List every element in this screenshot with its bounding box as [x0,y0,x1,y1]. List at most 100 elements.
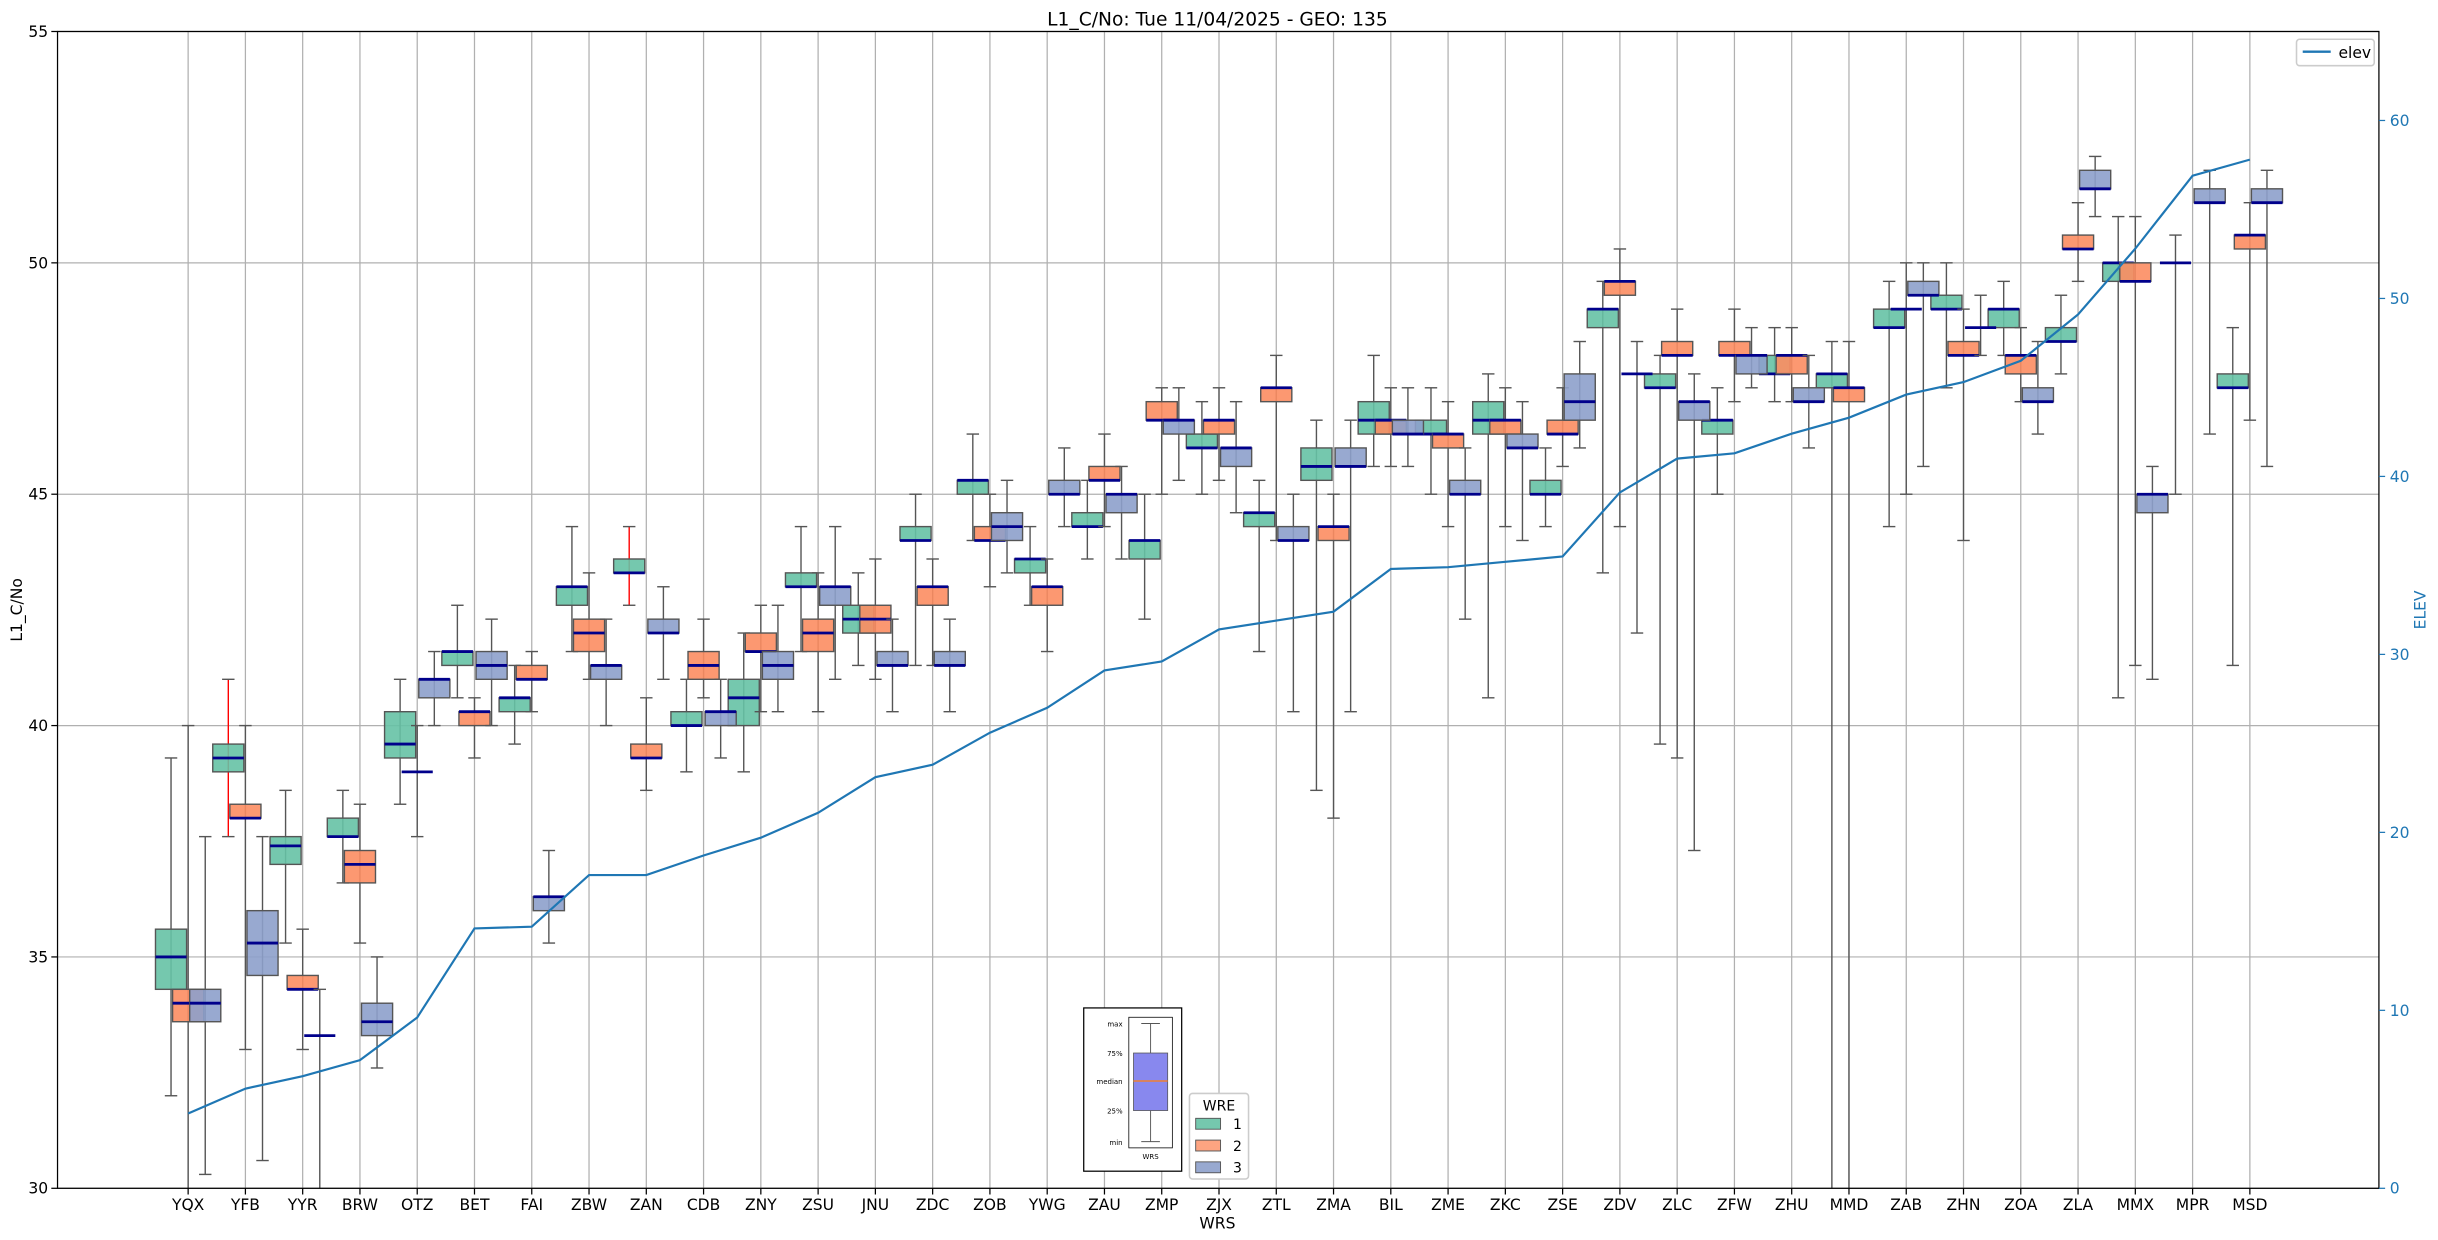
box-iqr [2136,493,2169,514]
box-iqr [933,650,967,667]
box-iqr [1907,280,1940,296]
wre-legend: WRE 1 2 3 [1188,1092,1250,1180]
x-tick-label-yyr: YYR [287,1196,318,1214]
legend-title: WRE [1203,1099,1235,1115]
box-iqr [1448,479,1482,495]
axes: 30 35 40 45 50 55 0 10 20 30 40 50 60 YQX YFB YYR BRW OTZ… [28,23,2409,1214]
x-tick-label-zme: ZME [1431,1196,1465,1214]
box-zjx-wre2 [1202,387,1236,482]
x-tick-label-bil: BIL [1379,1196,1403,1214]
x-tick-label-zbw: ZBW [571,1196,607,1214]
box-mmd-wre1 [1815,340,1849,1189]
elev-line-group [187,158,2251,1115]
box-msd-wre1 [2216,326,2250,667]
box-zan-wre3 [647,586,680,681]
box-msd-wre3 [2250,169,2284,468]
box-iqr [1660,340,1694,357]
box-iqr [1242,512,1276,528]
box-fai-wre2 [515,650,549,713]
legend-label-3: 3 [1233,1161,1242,1177]
box-ztl-wre3 [1277,493,1310,713]
legend-swatch-3 [1195,1161,1222,1174]
box-zlc-wre3 [1678,373,1711,852]
box-zma-wre3 [1334,419,1367,713]
box-iqr [956,479,990,495]
box-iqr [630,743,663,759]
box-iqr [2233,234,2267,250]
x-tick-label-mmd: MMD [1830,1196,1869,1214]
box-iqr [441,650,474,667]
box-zsu-wre3 [818,525,852,681]
box-iqr [572,618,606,653]
y2-tick-label: 10 [2390,1002,2410,1020]
box-iqr [899,525,932,542]
box-iqr [229,803,262,819]
key-label-min: min [1109,1139,1122,1147]
box-iqr [1145,400,1178,421]
key-label-median: median [1096,1078,1122,1086]
box-bet-wre1 [441,604,474,699]
box-zjx-wre1 [1185,400,1219,495]
box-zme-wre3 [1448,447,1482,620]
box-iqr [1546,419,1579,435]
box-iqr [801,618,835,653]
box-zjx-wre3 [1219,400,1253,514]
box-iqr [1815,373,1849,389]
box-iqr [1701,419,1734,435]
legend-label-2: 2 [1233,1139,1242,1155]
box-yqx-wre3 [188,835,222,1176]
box-iqr [1987,308,2020,329]
y-tick-label: 40 [28,717,48,735]
box-iqr [2078,169,2112,190]
box-iqr [744,632,778,653]
x-tick-label-zdc: ZDC [916,1196,949,1214]
x-tick-label-bet: BET [460,1196,490,1214]
y2-tick-label: 30 [2390,646,2410,664]
box-ywg-wre2 [1030,558,1064,653]
y2-tick-label: 50 [2390,290,2410,308]
legend-swatch-1 [1195,1117,1222,1130]
box-iqr [188,988,222,1023]
box-zme-wre2 [1431,400,1465,528]
box-series [154,155,2284,1189]
x-tick-label-zjx: ZJX [1206,1196,1232,1214]
box-iqr [1832,387,1866,403]
box-iqr [1300,447,1333,482]
box-zlc-wre2 [1660,308,1694,759]
x-tick-label-zhu: ZHU [1775,1196,1809,1214]
plot-frame [56,30,2380,1189]
box-zhn-wre2 [1947,308,1980,542]
box-iqr [1563,373,1596,421]
box-iqr [458,710,491,727]
box-iqr [876,650,909,667]
box-brw-wre2 [343,803,377,944]
box-mmx-wre3 [2136,465,2169,681]
boxplot-key-inset: max 75% median 25% min WRS [1083,1007,1183,1172]
box-zdv-wre2 [1603,248,1637,528]
box-mmx-wre2 [2119,215,2152,667]
elev-legend: elev [2295,38,2376,67]
box-zse-wre3 [1563,340,1596,449]
x-tick-label-zoa: ZOA [2004,1196,2038,1214]
box-ywg-wre3 [1048,447,1081,528]
x-tick-label-zkc: ZKC [1490,1196,1521,1214]
box-cdb-wre3 [704,678,737,759]
box-zma-wre2 [1317,493,1350,819]
box-mpr-wre1 [2159,234,2192,495]
box-zfw-wre3 [1735,326,1768,389]
box-yfb-wre3 [246,835,279,1162]
box-iqr [2044,326,2078,343]
key-xlabel: WRS [1142,1153,1159,1161]
box-zmp-wre2 [1145,387,1178,495]
box-iqr [2021,387,2055,403]
box-ywg-wre1 [1013,525,1047,606]
box-zkc-wre2 [1489,387,1522,528]
box-iqr [532,896,566,912]
box-yfb-wre2 [229,724,262,1051]
key-label-max: max [1107,1021,1122,1029]
y2-tick-label: 40 [2390,468,2410,486]
y-tick-label: 45 [28,486,48,504]
box-mpr-wre3 [2193,169,2226,435]
x-tick-label-zau: ZAU [1088,1196,1121,1214]
box-iqr [1489,419,1522,435]
